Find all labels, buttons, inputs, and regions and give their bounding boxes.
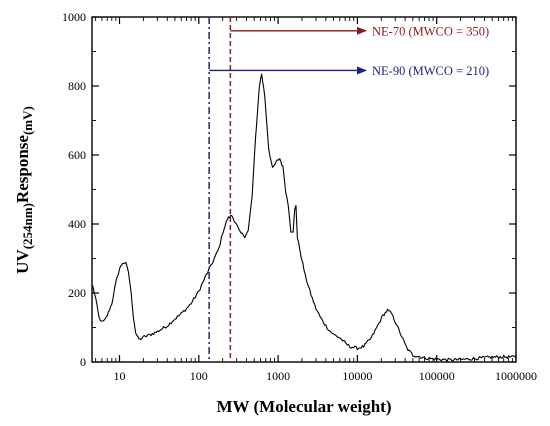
x-tick-label-2: 1000 [266, 369, 290, 383]
y-tick-label-0: 0 [80, 355, 86, 369]
x-tick-label-1: 100 [190, 369, 208, 383]
y-axis-title: UV(254nm)Response(mV) [13, 106, 35, 274]
y-axis-title-sub2: (mV) [20, 106, 35, 135]
x-axis-title: MW (Molecular weight) [217, 397, 392, 416]
x-tick-label-3: 10000 [342, 369, 372, 383]
x-tick-label-4: 100000 [419, 369, 455, 383]
annotation-label-ne90: NE-90 (MWCO = 210) [372, 64, 489, 78]
y-tick-label-2: 400 [68, 217, 86, 231]
annotation-label-ne70: NE-70 (MWCO = 350) [372, 24, 489, 38]
y-axis-title-post: Response [13, 135, 32, 203]
series-line-0 [92, 73, 517, 362]
y-axis-title-sub: (254nm) [20, 203, 35, 249]
y-tick-label-1: 200 [68, 286, 86, 300]
x-tick-label-5: 1000000 [495, 369, 537, 383]
y-tick-label-3: 600 [68, 148, 86, 162]
y-tick-label-5: 1000 [62, 10, 86, 24]
x-tick-label-0: 10 [114, 369, 126, 383]
y-axis-title-pre: UV [13, 249, 32, 274]
y-tick-label-4: 800 [68, 79, 86, 93]
